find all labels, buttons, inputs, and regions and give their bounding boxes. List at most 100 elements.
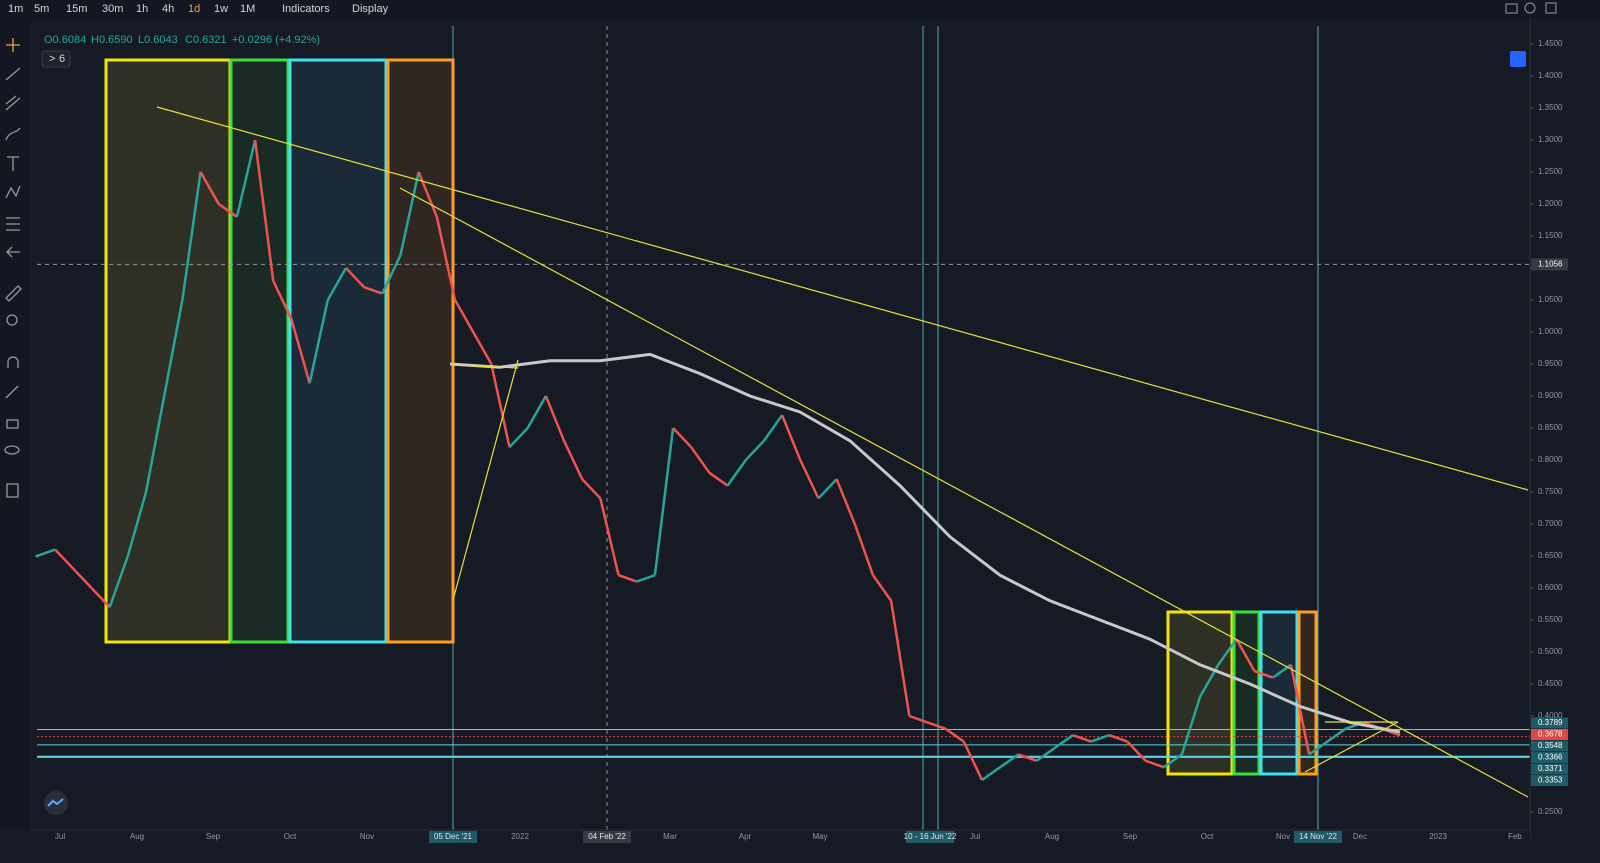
measure-tool[interactable]: [5, 285, 22, 302]
magnet-tool[interactable]: [7, 356, 19, 368]
forecast-tool[interactable]: [6, 217, 20, 231]
screenshot-button[interactable]: [1505, 3, 1518, 14]
brush-tool[interactable]: [5, 127, 21, 141]
price-segment: [181, 171, 202, 301]
timeframe-button[interactable]: 1M: [240, 3, 255, 15]
price-tick-label: 0.2500: [1538, 807, 1563, 816]
visibility-tool[interactable]: [4, 445, 20, 455]
sync-button[interactable]: [1510, 51, 1526, 67]
date-label: Jul: [55, 832, 65, 841]
timeframe-button[interactable]: 15m: [66, 3, 87, 15]
price-segment: [1180, 696, 1202, 755]
price-segment: [908, 714, 928, 724]
ohlc-open: O0.6084: [44, 34, 86, 46]
price-segment: [1235, 638, 1256, 672]
ohlc-close: C0.6321: [185, 34, 227, 46]
date-highlight: [1294, 831, 1342, 843]
price-segment: [690, 446, 711, 474]
price-tick-label: 1.4500: [1538, 39, 1563, 48]
pattern-tool[interactable]: [5, 185, 21, 199]
date-label: 14 Nov '22: [1299, 832, 1338, 841]
text-tool[interactable]: [7, 156, 19, 171]
timeframe-button[interactable]: 1w: [214, 3, 228, 15]
price-segment: [453, 299, 475, 333]
price-level-label-bg: [1531, 717, 1568, 729]
plot: [35, 26, 1530, 830]
range-box: [229, 58, 290, 644]
timeframe-button[interactable]: 1d: [188, 3, 200, 15]
price-segment: [708, 471, 729, 487]
settings-button[interactable]: [1524, 2, 1536, 14]
date-label: Apr: [739, 832, 752, 841]
date-highlight: [906, 831, 954, 843]
price-segment: [762, 414, 784, 442]
timeframe-button[interactable]: 1h: [136, 3, 148, 15]
back-tool[interactable]: [6, 246, 20, 258]
price-tick-label: 0.9500: [1538, 359, 1563, 368]
date-label: 10 - 16 Jun '22: [904, 832, 957, 841]
timeframe-button[interactable]: 1m: [8, 3, 23, 15]
indicator-toggle-arrow: >: [49, 53, 55, 65]
line-tool[interactable]: [5, 67, 21, 81]
date-label: Feb: [1508, 832, 1522, 841]
price-segment: [126, 491, 148, 557]
fib-tool[interactable]: [5, 95, 21, 111]
drawing-tools[interactable]: [4, 38, 22, 498]
price-segment: [1289, 664, 1311, 755]
top-right-icons: [1505, 2, 1557, 14]
lock-drawing-tool[interactable]: [5, 385, 19, 399]
range-box: [1259, 610, 1299, 776]
lock-tool[interactable]: [6, 419, 19, 429]
indicator-count[interactable]: 6: [59, 53, 65, 65]
price-level-label: 0.3789: [1538, 718, 1563, 727]
price-tick-label: 0.9000: [1538, 391, 1563, 400]
crosshair-tool[interactable]: [6, 38, 20, 52]
trash-tool[interactable]: [6, 483, 19, 498]
date-label: Sep: [206, 832, 221, 841]
price-segment: [1163, 753, 1183, 769]
price-segment: [835, 478, 856, 525]
timeframe-button[interactable]: 5m: [34, 3, 49, 15]
timeframe-button[interactable]: 4h: [162, 3, 174, 15]
price-tick-label: 0.8500: [1538, 423, 1563, 432]
timeframe-button[interactable]: 30m: [102, 3, 123, 15]
price-segment: [1108, 734, 1128, 743]
price-tick-label: 0.5000: [1538, 647, 1563, 656]
price-segment: [472, 331, 493, 365]
moving-average: [449, 352, 1401, 734]
display-menu[interactable]: Display: [352, 3, 389, 15]
price-tick-label: 0.7000: [1538, 519, 1563, 528]
date-label: Nov: [360, 832, 374, 841]
price-segment: [272, 280, 293, 320]
price-segment: [889, 600, 911, 717]
price-tick-label: 0.8000: [1538, 455, 1563, 464]
date-label: Aug: [1045, 832, 1059, 841]
price-tick-label: 1.2000: [1538, 199, 1563, 208]
price-segment: [526, 395, 547, 429]
price-tick-label: 1.4000: [1538, 71, 1563, 80]
price-segment: [672, 427, 693, 449]
price-level-label-bg: [1531, 729, 1568, 740]
indicator-toggle[interactable]: [41, 50, 71, 68]
fullscreen-button[interactable]: [1545, 2, 1557, 14]
date-label: May: [812, 832, 827, 841]
price-tick-label: 0.4500: [1538, 679, 1563, 688]
price-segment: [1254, 670, 1274, 679]
zoom-tool[interactable]: [6, 314, 18, 326]
price-segment: [653, 427, 675, 576]
price-segment: [345, 267, 366, 289]
price-segment: [199, 171, 220, 205]
trend-line: [452, 364, 519, 369]
price-segment: [726, 459, 747, 487]
price-segment: [853, 523, 875, 576]
logo-mark: [47, 798, 64, 807]
price-segment: [927, 721, 947, 730]
price-segment: [290, 318, 311, 384]
price-segment: [962, 741, 984, 781]
date-label: Dec: [1353, 832, 1367, 841]
indicators-menu[interactable]: Indicators: [282, 3, 330, 15]
range-box: [288, 58, 388, 644]
